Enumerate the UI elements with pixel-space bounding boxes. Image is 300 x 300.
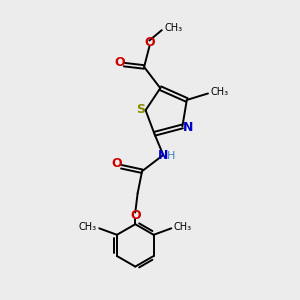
Text: CH₃: CH₃ — [174, 222, 192, 232]
Text: N: N — [183, 122, 194, 134]
Text: CH₃: CH₃ — [79, 222, 97, 232]
Text: O: O — [130, 209, 141, 223]
Text: CH₃: CH₃ — [210, 87, 229, 97]
Text: CH₃: CH₃ — [164, 23, 182, 33]
Text: O: O — [114, 56, 125, 69]
Text: S: S — [136, 103, 145, 116]
Text: N: N — [158, 149, 169, 162]
Text: O: O — [145, 36, 155, 49]
Text: H: H — [167, 152, 176, 161]
Text: O: O — [112, 157, 122, 170]
